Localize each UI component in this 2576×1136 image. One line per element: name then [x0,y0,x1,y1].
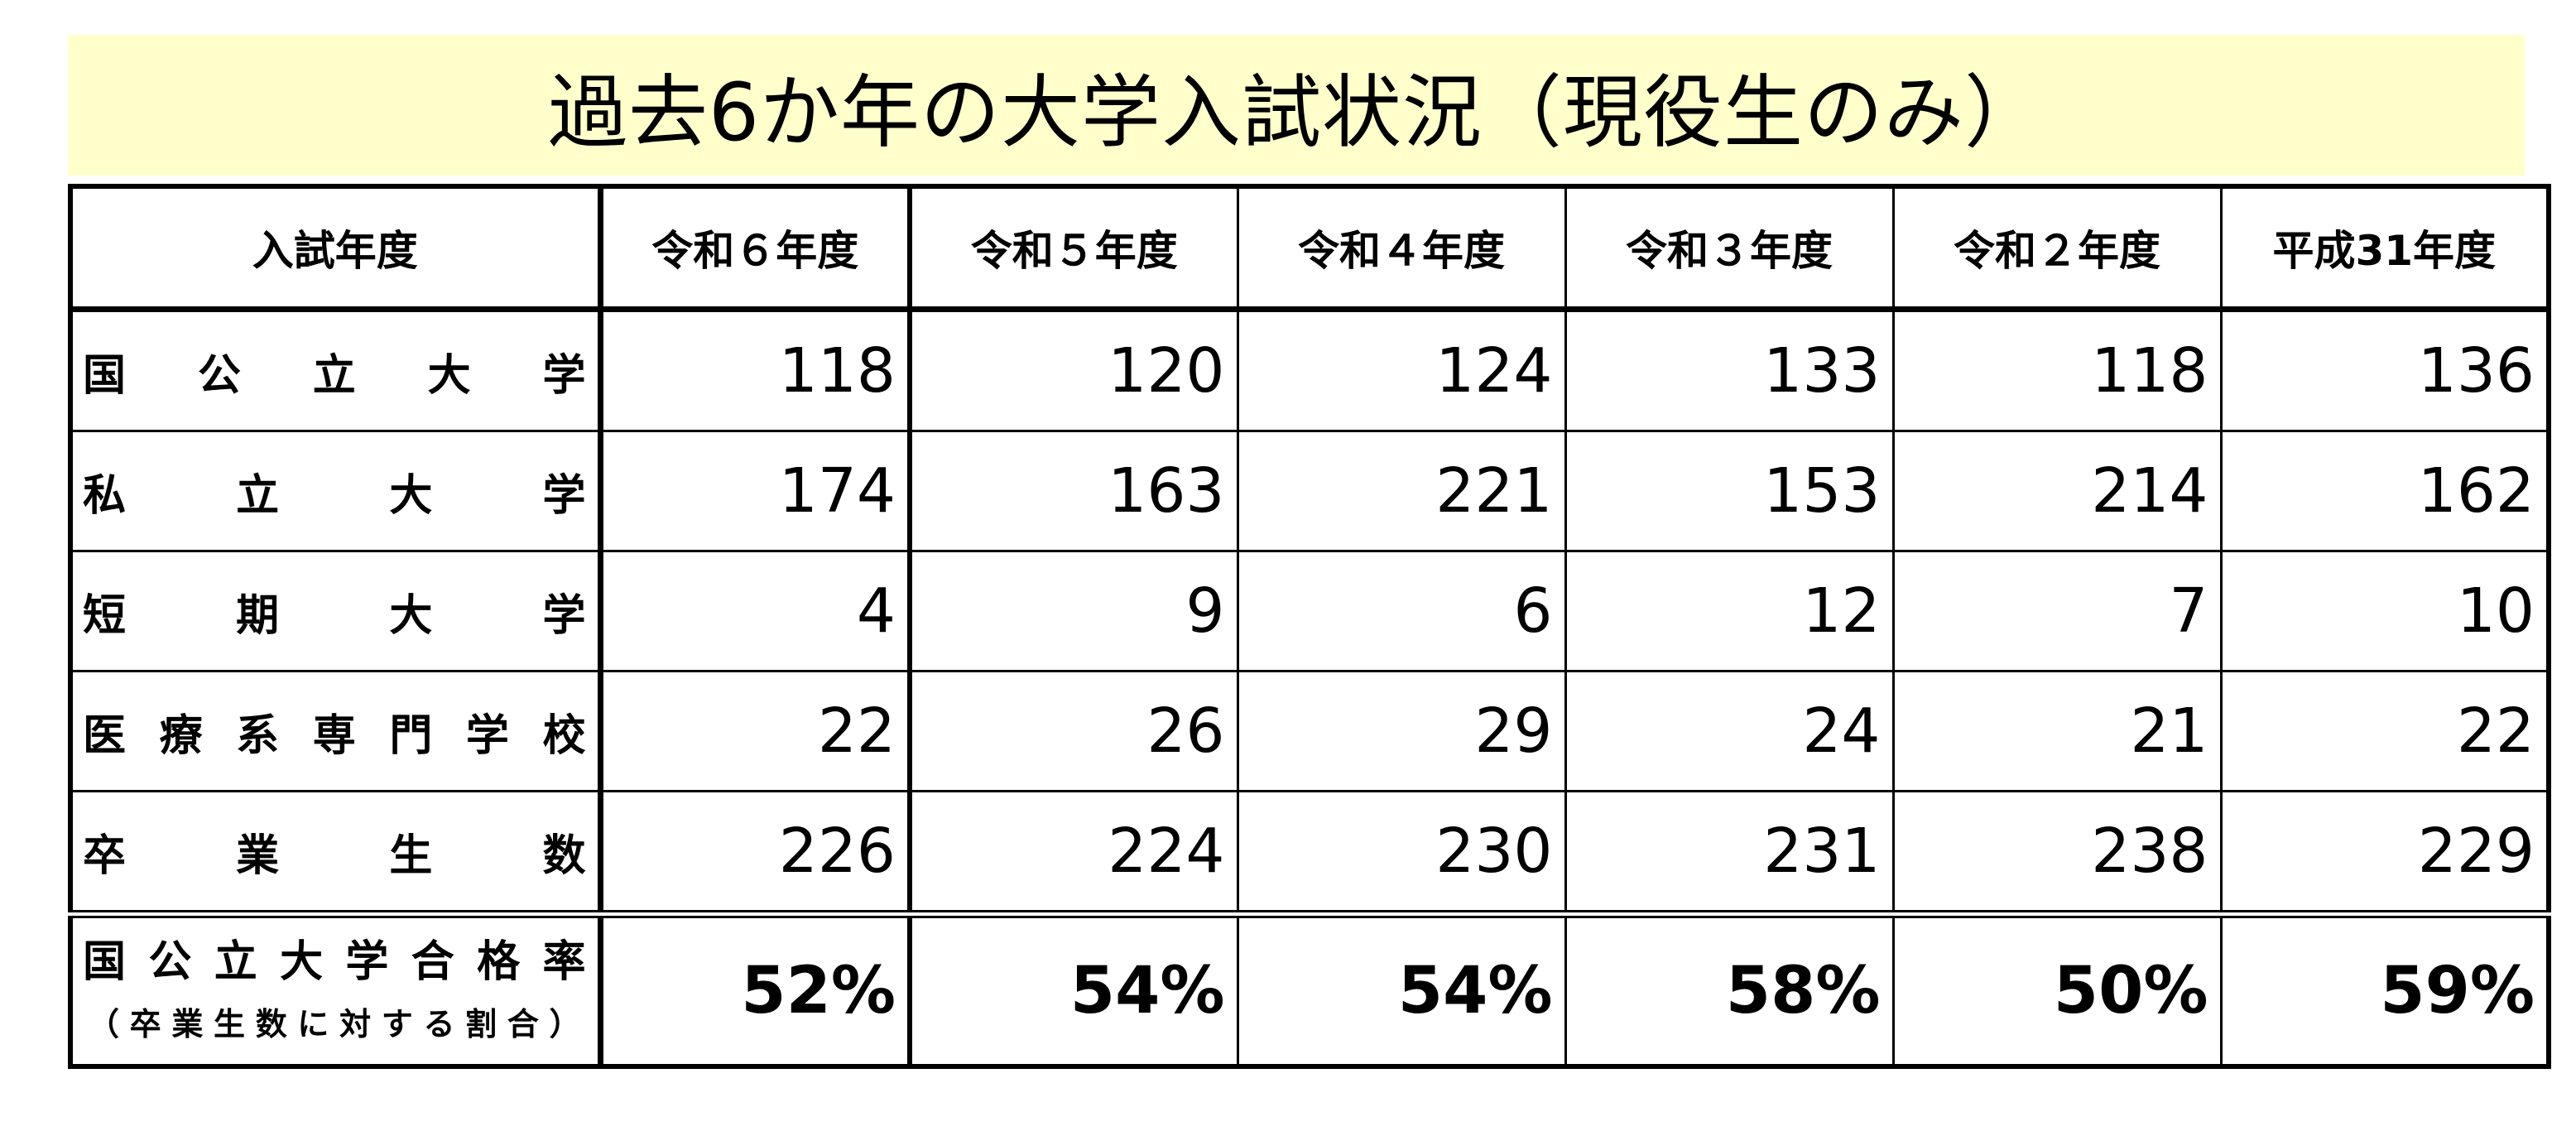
table-row: 国公立大学 118 120 124 133 118 136 [69,308,2550,432]
table-cell: 174 [598,430,912,552]
table-cell: 230 [1236,790,1567,916]
pass-rate-cell: 59% [2219,910,2550,1068]
column-header-year: 令和５年度 [908,185,1239,312]
page-title: 過去6か年の大学入試状況（現役生のみ） [547,65,2045,159]
row-label: 短期大学 [69,550,603,672]
table-row: 短期大学 4 9 6 12 7 10 [69,550,2550,672]
column-header-year: 令和４年度 [1236,185,1567,312]
table-row: 卒業生数 226 224 230 231 238 229 [69,790,2550,916]
pass-rate-cell: 54% [1236,910,1567,1068]
pass-rate-label: 国公立大学合格率 [83,937,586,987]
table-cell: 7 [1891,550,2223,672]
table-cell: 10 [2219,550,2550,672]
table-row: 私立大学 174 163 221 153 214 162 [69,430,2550,552]
column-header-year: 平成31年度 [2219,185,2550,312]
table-cell: 120 [908,308,1239,432]
pass-rate-cell: 50% [1891,910,2223,1068]
table-cell: 26 [908,670,1239,792]
table-cell: 153 [1564,430,1895,552]
table-row: 医療系専門学校 22 26 29 24 21 22 [69,670,2550,792]
table-cell: 224 [908,790,1239,916]
admission-stats-table: 入試年度 令和６年度 令和５年度 令和４年度 令和３年度 令和２年度 平成31年… [68,184,2551,1069]
table-cell: 118 [1891,308,2223,432]
table-cell: 124 [1236,308,1567,432]
table-cell: 22 [2219,670,2550,792]
table-cell: 238 [1891,790,2223,916]
table-cell: 21 [1891,670,2223,792]
pass-rate-row: 国公立大学合格率 （卒業生数に対する割合） 52% 54% 54% 58% 50… [69,910,2550,1068]
table-cell: 9 [908,550,1239,672]
table-cell: 163 [908,430,1239,552]
row-label: 卒業生数 [69,790,603,916]
title-banner: 過去6か年の大学入試状況（現役生のみ） [68,35,2525,176]
table-cell: 24 [1564,670,1895,792]
column-header-label: 入試年度 [69,185,603,312]
pass-rate-label-cell: 国公立大学合格率 （卒業生数に対する割合） [69,910,603,1068]
row-label: 私立大学 [69,430,603,552]
table-cell: 133 [1564,308,1895,432]
table-cell: 162 [2219,430,2550,552]
pass-rate-cell: 54% [908,910,1239,1068]
table-cell: 4 [598,550,912,672]
pass-rate-cell: 58% [1564,910,1895,1068]
column-header-year: 令和６年度 [598,185,912,312]
column-header-year: 令和２年度 [1891,185,2223,312]
table-cell: 136 [2219,308,2550,432]
pass-rate-sublabel: （卒業生数に対する割合） [88,1006,581,1042]
table-cell: 22 [598,670,912,792]
table-cell: 231 [1564,790,1895,916]
table-cell: 6 [1236,550,1567,672]
table-cell: 214 [1891,430,2223,552]
table-cell: 221 [1236,430,1567,552]
table-cell: 226 [598,790,912,916]
table-cell: 29 [1236,670,1567,792]
column-header-year: 令和３年度 [1564,185,1895,312]
table-cell: 12 [1564,550,1895,672]
table-header-row: 入試年度 令和６年度 令和５年度 令和４年度 令和３年度 令和２年度 平成31年… [69,185,2550,312]
row-label: 医療系専門学校 [69,670,603,792]
pass-rate-cell: 52% [598,910,912,1068]
table-cell: 118 [598,308,912,432]
table-cell: 229 [2219,790,2550,916]
row-label: 国公立大学 [69,308,603,432]
